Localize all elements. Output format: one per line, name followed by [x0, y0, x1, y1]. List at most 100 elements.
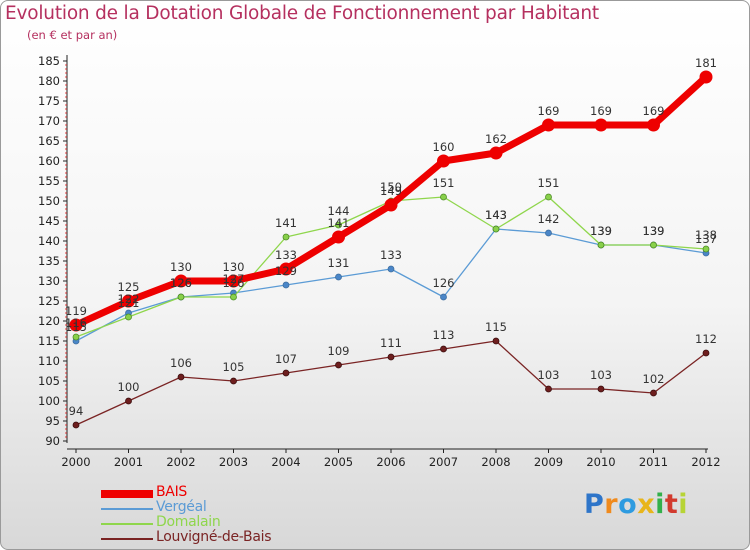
legend-swatch — [101, 538, 153, 540]
y-tick-label: 150 — [38, 194, 60, 208]
data-label: 119 — [65, 304, 87, 318]
data-label: 162 — [485, 132, 507, 146]
data-label: 169 — [590, 104, 612, 118]
y-tick-label: 110 — [38, 354, 60, 368]
data-label: 143 — [485, 208, 507, 222]
data-point — [702, 349, 710, 357]
data-point — [177, 293, 185, 301]
data-label: 131 — [328, 256, 350, 270]
y-tick-label: 100 — [38, 394, 60, 408]
x-tick-label: 2010 — [586, 455, 615, 469]
data-label: 149 — [380, 184, 402, 198]
x-tick-label: 2005 — [324, 455, 353, 469]
data-label: 129 — [275, 264, 297, 278]
y-tick-label: 140 — [38, 234, 60, 248]
data-point — [440, 193, 447, 201]
data-point — [230, 293, 237, 301]
data-label: 115 — [485, 320, 507, 334]
x-tick-label: 2004 — [271, 455, 300, 469]
data-label: 126 — [433, 276, 455, 290]
data-label: 127 — [223, 272, 245, 286]
data-point — [279, 262, 293, 276]
data-point — [227, 274, 240, 288]
x-tick-label: 2000 — [61, 455, 90, 469]
x-tick-label: 2001 — [114, 455, 143, 469]
data-label: 151 — [433, 176, 455, 190]
data-point — [335, 361, 342, 369]
logo-letter: r — [604, 489, 619, 520]
data-point — [177, 373, 185, 381]
data-point — [174, 274, 188, 288]
legend-item: Louvigné-de-Bais — [101, 529, 301, 547]
legend-swatch — [101, 490, 153, 498]
y-tick-label: 95 — [45, 414, 60, 428]
legend-swatch — [101, 508, 153, 510]
data-point — [597, 385, 605, 393]
data-point — [545, 229, 552, 237]
data-point — [440, 293, 447, 301]
data-label: 100 — [118, 380, 140, 394]
y-tick-label: 175 — [38, 94, 60, 108]
data-label: 144 — [328, 204, 350, 218]
logo-letter: t — [664, 489, 679, 520]
data-label: 133 — [275, 248, 297, 262]
y-tick-label: 120 — [38, 314, 60, 328]
data-point — [387, 353, 395, 361]
data-label: 130 — [223, 260, 245, 274]
data-point — [282, 233, 290, 241]
data-point — [647, 118, 660, 132]
legend-label: Vergéal — [156, 499, 207, 515]
data-label: 150 — [380, 180, 402, 194]
legend-swatch — [101, 523, 153, 525]
data-label: 103 — [538, 368, 560, 382]
data-label: 169 — [643, 104, 665, 118]
legend-item: Vergéal — [101, 499, 301, 517]
data-label: 169 — [538, 104, 560, 118]
data-point — [335, 273, 342, 281]
x-tick-label: 2007 — [429, 455, 458, 469]
data-point — [69, 318, 83, 332]
data-label: 151 — [538, 176, 560, 190]
data-point — [545, 193, 552, 201]
proxiti-logo: Proxiti — [584, 489, 688, 520]
data-point — [437, 154, 450, 168]
data-point — [125, 397, 132, 405]
data-point — [230, 377, 237, 385]
x-tick-label: 2002 — [166, 455, 195, 469]
logo-letter: P — [584, 489, 605, 520]
data-point — [72, 333, 80, 341]
data-label: 112 — [695, 332, 717, 346]
data-point — [282, 369, 290, 377]
data-label: 143 — [485, 208, 507, 222]
data-point — [492, 225, 500, 233]
data-label: 181 — [695, 56, 717, 70]
y-tick-label: 115 — [38, 334, 60, 348]
chart-legend: BAIS Vergéal Domalain Louvigné-de-Bais — [101, 484, 301, 547]
data-label: 133 — [380, 248, 402, 262]
x-tick-label: 2012 — [691, 455, 720, 469]
data-label: 138 — [695, 228, 717, 242]
y-tick-label: 170 — [38, 114, 60, 128]
data-label: 116 — [65, 316, 87, 330]
data-label: 106 — [170, 356, 192, 370]
data-label: 141 — [275, 216, 297, 230]
data-point — [335, 221, 342, 229]
data-point — [72, 421, 80, 429]
y-tick-label: 165 — [38, 134, 60, 148]
x-tick-label: 2011 — [639, 455, 668, 469]
data-label: 126 — [170, 276, 192, 290]
logo-letter: i — [678, 489, 689, 520]
logo-letter: i — [655, 489, 665, 520]
data-label: 115 — [65, 320, 87, 334]
data-point — [542, 118, 555, 132]
y-tick-label: 90 — [45, 434, 60, 448]
data-label: 160 — [433, 140, 455, 154]
y-tick-label: 130 — [38, 274, 60, 288]
data-label: 126 — [170, 276, 192, 290]
x-tick-label: 2006 — [376, 455, 405, 469]
data-point — [650, 389, 657, 397]
data-label: 109 — [328, 344, 350, 358]
y-tick-label: 105 — [38, 374, 60, 388]
legend-label: Louvigné-de-Bais — [156, 529, 272, 545]
